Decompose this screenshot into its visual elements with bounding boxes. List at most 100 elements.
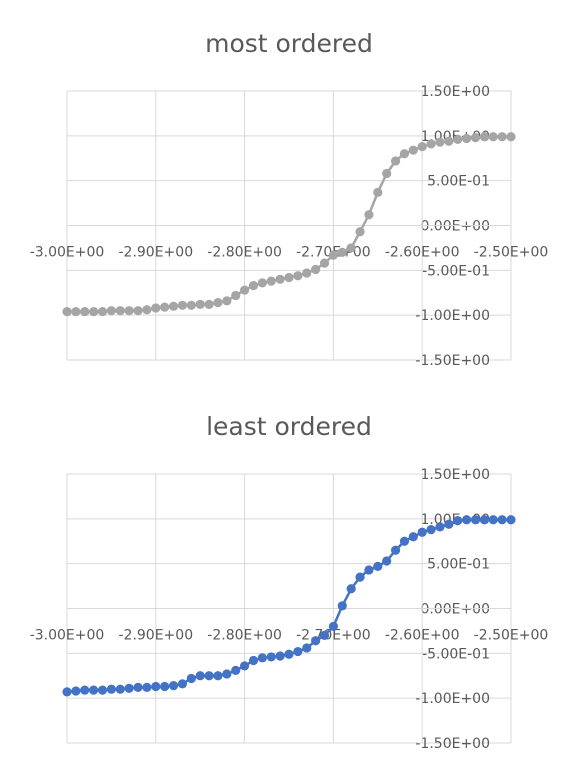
most-ordered-data-point (302, 268, 312, 278)
most-ordered-data-point (275, 274, 285, 284)
most-ordered-data-point (168, 301, 179, 311)
least-ordered-chart: least ordered1.50E+001.00E+005.00E-010.0… (30, 412, 549, 752)
most-ordered-data-point (470, 133, 481, 143)
most-ordered-x-tick-label: -2.80E+00 (207, 245, 282, 261)
least-ordered-data-point (168, 681, 179, 691)
most-ordered-data-point (257, 278, 267, 288)
most-ordered-y-tick-label: -1.50E+00 (415, 353, 490, 369)
least-ordered-data-point (124, 683, 134, 693)
least-ordered-data-point (275, 651, 285, 661)
most-ordered-data-point (390, 156, 401, 166)
least-ordered-data-point (470, 515, 481, 525)
most-ordered-data-point (213, 298, 223, 308)
most-ordered-data-point (488, 132, 498, 142)
most-ordered-data-point (240, 285, 250, 295)
least-ordered-data-point (142, 682, 152, 693)
least-ordered-data-point (417, 527, 427, 537)
least-ordered-data-point (213, 671, 223, 681)
least-ordered-data-point (426, 524, 436, 535)
least-ordered-data-point (444, 519, 454, 529)
least-ordered-data-point (479, 515, 489, 525)
most-ordered-data-point (382, 168, 392, 179)
least-ordered-data-point (497, 515, 507, 525)
least-ordered-data-point (382, 556, 392, 566)
least-ordered-y-tick-label: -1.00E+00 (415, 691, 490, 707)
most-ordered-data-point (444, 136, 454, 146)
least-ordered-data-point (133, 682, 143, 693)
least-ordered-data-point (319, 630, 330, 641)
most-ordered-data-point (222, 296, 232, 306)
least-ordered-data-point (266, 652, 276, 662)
least-ordered-title: least ordered (206, 412, 372, 441)
least-ordered-data-point (151, 681, 161, 692)
most-ordered-x-tick-label: -3.00E+00 (30, 245, 105, 261)
most-ordered-data-point (453, 134, 463, 145)
least-ordered-data-point (106, 684, 116, 694)
least-ordered-data-point (177, 679, 188, 689)
least-ordered-data-point (435, 522, 445, 532)
most-ordered-data-point (177, 300, 188, 310)
most-ordered-data-point (364, 210, 374, 220)
most-ordered-data-point (71, 306, 81, 317)
least-ordered-y-tick-label: 0.00E+00 (420, 602, 490, 618)
least-ordered-x-tick-label: -2.80E+00 (207, 628, 282, 644)
most-ordered-data-point (417, 141, 427, 152)
least-ordered-data-point (204, 671, 214, 681)
least-ordered-data-point (248, 655, 259, 666)
least-ordered-data-point (390, 545, 401, 555)
most-ordered-data-point (346, 243, 356, 253)
least-ordered-data-point (62, 687, 72, 697)
least-ordered-x-tick-label: -3.00E+00 (30, 628, 105, 644)
least-ordered-y-tick-label: -5.00E-01 (422, 646, 490, 662)
most-ordered-data-point (89, 306, 99, 317)
least-ordered-y-tick-label: 5.00E-01 (427, 557, 490, 573)
least-ordered-data-point (302, 643, 312, 653)
least-ordered-data-point (364, 565, 374, 575)
most-ordered-data-point (115, 306, 125, 316)
most-ordered-data-point (248, 280, 259, 291)
most-ordered-data-point (142, 305, 152, 315)
most-ordered-data-point (399, 149, 410, 159)
least-ordered-data-point (186, 673, 196, 684)
least-ordered-data-point (257, 653, 267, 663)
least-ordered-data-point (71, 686, 81, 696)
least-ordered-data-point (408, 532, 418, 542)
most-ordered-data-point (311, 264, 321, 275)
most-ordered-y-tick-label: -5.00E-01 (422, 263, 490, 279)
most-ordered-y-tick-label: 5.00E-01 (427, 174, 490, 190)
most-ordered-data-point (506, 132, 516, 142)
most-ordered-data-point (337, 247, 347, 257)
most-ordered-data-point (293, 271, 303, 281)
most-ordered-title: most ordered (205, 29, 373, 58)
least-ordered-x-tick-label: -2.60E+00 (385, 628, 460, 644)
most-ordered-chart: most ordered1.50E+001.00E+005.00E-010.00… (30, 29, 549, 369)
most-ordered-data-point (435, 137, 445, 147)
least-ordered-data-point (115, 684, 125, 694)
most-ordered-data-point (462, 133, 472, 144)
most-ordered-data-point (62, 306, 72, 317)
most-ordered-data-point (355, 227, 365, 237)
most-ordered-data-point (80, 306, 90, 317)
most-ordered-x-tick-label: -2.90E+00 (118, 245, 193, 261)
least-ordered-data-point (399, 536, 410, 546)
least-ordered-data-point (346, 584, 356, 594)
most-ordered-data-point (319, 258, 330, 268)
most-ordered-data-point (133, 306, 143, 316)
most-ordered-data-point (284, 272, 294, 283)
least-ordered-data-point (89, 685, 99, 695)
most-ordered-data-point (373, 187, 383, 197)
least-ordered-data-point (453, 516, 463, 526)
most-ordered-y-tick-label: -1.00E+00 (415, 308, 490, 324)
least-ordered-data-point (160, 681, 170, 692)
most-ordered-data-point (97, 306, 108, 317)
least-ordered-data-point (462, 515, 472, 525)
least-ordered-data-point (284, 649, 294, 659)
least-ordered-data-point (195, 671, 205, 681)
least-ordered-data-point (337, 601, 347, 611)
most-ordered-data-point (186, 300, 196, 310)
least-ordered-y-tick-label: 1.50E+00 (420, 467, 490, 483)
most-ordered-y-tick-label: 0.00E+00 (420, 219, 490, 235)
least-ordered-data-point (506, 515, 516, 525)
